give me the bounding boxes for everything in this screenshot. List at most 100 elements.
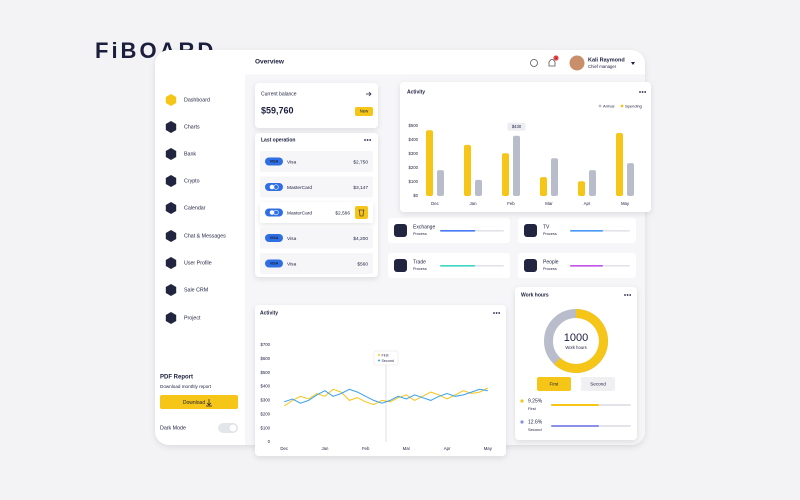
- menu-icon: [165, 121, 177, 133]
- work-name: First: [528, 406, 537, 411]
- menu-item[interactable]: Chat & Messages: [165, 230, 226, 242]
- visa-badge: [265, 157, 283, 166]
- stat-title: People: [543, 259, 559, 265]
- bar[interactable]: [551, 158, 558, 196]
- bar[interactable]: [540, 177, 547, 196]
- menu-item[interactable]: Charts: [165, 121, 200, 133]
- operation-row[interactable]: VISA Visa $4,200: [260, 227, 373, 249]
- operation-amount: $560: [357, 261, 368, 267]
- period-button[interactable]: [537, 377, 571, 391]
- menu-icon: [165, 148, 177, 160]
- operation-amount: $2,750: [353, 159, 368, 165]
- operations-title: Last operation: [261, 137, 295, 143]
- settings-icon[interactable]: [530, 59, 538, 67]
- tooltip-dot: [378, 354, 380, 356]
- stat-progress: [440, 230, 476, 232]
- bell-icon[interactable]: [548, 59, 556, 67]
- bar[interactable]: [578, 181, 585, 196]
- operation-row-bg: [260, 151, 373, 172]
- x-tick-label: May: [484, 446, 493, 451]
- tooltip-series-name: Second: [382, 359, 394, 363]
- bar[interactable]: [437, 170, 444, 196]
- x-tick-label: May: [621, 201, 630, 206]
- menu-label: Bank: [184, 151, 196, 157]
- operation-row[interactable]: MasterCard $2,566: [260, 202, 373, 223]
- bar[interactable]: [589, 170, 596, 196]
- bar[interactable]: [464, 144, 471, 196]
- period-button[interactable]: [581, 377, 615, 391]
- y-tick-label: $500: [260, 370, 270, 375]
- menu-label: Chat & Messages: [184, 233, 226, 239]
- bar[interactable]: [627, 163, 634, 196]
- bar[interactable]: [616, 133, 623, 196]
- new-badge: [355, 107, 373, 116]
- stat-title: Trade: [413, 259, 426, 265]
- y-tick-label: $100: [408, 179, 418, 184]
- delete-button[interactable]: [355, 206, 368, 219]
- work-progress: [551, 404, 599, 406]
- menu-icon: [165, 230, 177, 242]
- operation-name: Visa: [287, 236, 297, 242]
- download-button[interactable]: [160, 395, 238, 409]
- line-chart-title: Activity: [260, 310, 278, 316]
- menu-label: Sale CRM: [184, 287, 208, 293]
- stat-progress: [570, 230, 603, 232]
- operation-row[interactable]: VISA Visa $2,750: [260, 151, 373, 172]
- x-tick-label: Feb: [507, 201, 515, 206]
- menu-icon: [165, 175, 177, 187]
- work-hours-card: [515, 287, 637, 440]
- bar[interactable]: [426, 130, 433, 196]
- dark-mode-label: Dark Mode: [160, 425, 186, 431]
- avatar[interactable]: [569, 55, 585, 71]
- menu-item[interactable]: Bank: [165, 148, 197, 160]
- y-tick-label: 0: [268, 439, 271, 444]
- x-tick-label: Dec: [280, 446, 288, 451]
- bar-tooltip-label: $430: [512, 124, 522, 129]
- y-tick-label: $100: [260, 425, 270, 430]
- x-tick-label: Mar: [545, 201, 553, 206]
- x-tick-label: Apr: [584, 201, 591, 206]
- operation-row[interactable]: MasterCard $3,147: [260, 176, 373, 198]
- stat-progress: [570, 265, 603, 267]
- x-tick-label: Feb: [362, 446, 370, 451]
- more-dot: [624, 294, 626, 296]
- line-series: [284, 388, 488, 404]
- y-tick-label: $0: [413, 193, 418, 198]
- period-button-label: Second: [590, 382, 606, 387]
- menu-item[interactable]: Dashboard: [165, 94, 210, 106]
- menu-item[interactable]: Project: [165, 312, 201, 324]
- more-dot: [626, 294, 629, 296]
- menu-item[interactable]: Crypto: [165, 175, 200, 187]
- stat-status: Process: [413, 267, 427, 271]
- download-icon: [206, 399, 212, 407]
- stat-icon: [524, 259, 537, 272]
- legend-label: Arrival: [603, 103, 614, 108]
- operation-row[interactable]: VISA Visa $560: [260, 253, 373, 274]
- operation-amount: $4,200: [353, 236, 368, 242]
- menu-icon: [165, 284, 177, 296]
- more-dot: [498, 312, 501, 314]
- visa-badge-label: VISA: [270, 236, 279, 240]
- user-role: Chief manager: [588, 64, 617, 69]
- download-label: Download: [183, 400, 205, 406]
- y-tick-label: $500: [408, 123, 418, 128]
- user-dropdown[interactable]: [631, 62, 635, 65]
- stat-progress: [440, 265, 476, 267]
- balance-amount: $59,760: [261, 105, 294, 115]
- menu-item[interactable]: Sale CRM: [165, 284, 208, 296]
- bar[interactable]: [475, 179, 482, 196]
- bar[interactable]: [502, 153, 509, 196]
- visa-badge-label: VISA: [270, 160, 279, 164]
- more-dot: [495, 312, 498, 314]
- mastercard-dot: [269, 184, 275, 190]
- legend-dot: [520, 399, 524, 403]
- menu-label: Calendar: [184, 205, 206, 211]
- menu-item[interactable]: Calendar: [165, 202, 206, 214]
- line-chart-card: [255, 305, 506, 456]
- bar[interactable]: [513, 135, 520, 196]
- stat-status: Process: [543, 267, 557, 271]
- balance-arrow[interactable]: [366, 91, 372, 97]
- menu-item[interactable]: User Profile: [165, 257, 212, 269]
- more-dot: [369, 139, 372, 141]
